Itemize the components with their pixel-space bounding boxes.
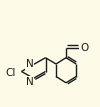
Text: N: N bbox=[26, 77, 33, 87]
Text: Cl: Cl bbox=[6, 68, 16, 78]
Text: O: O bbox=[80, 43, 89, 53]
Text: N: N bbox=[26, 59, 33, 69]
